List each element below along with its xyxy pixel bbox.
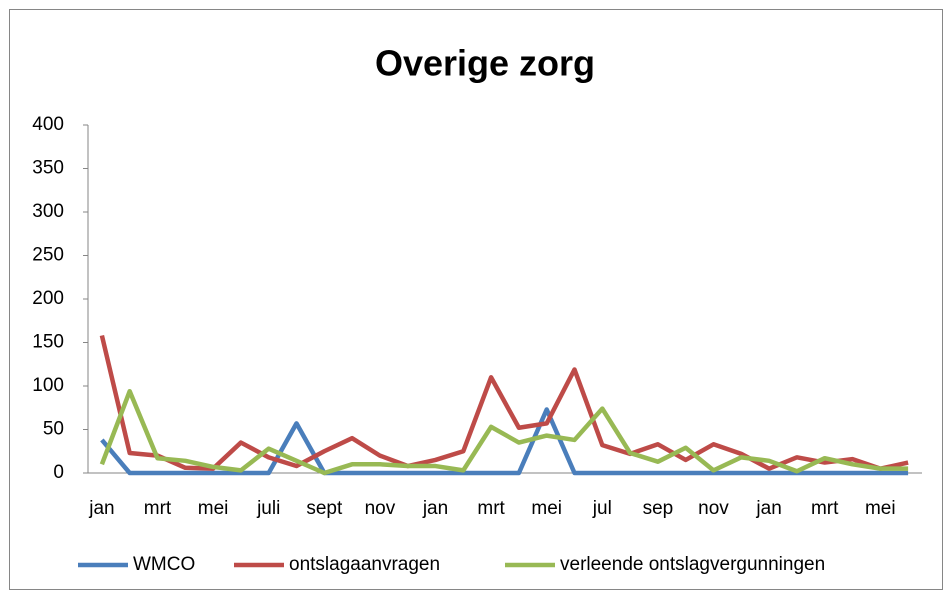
y-tick-label: 50: [43, 419, 64, 440]
series-line: [99, 335, 909, 471]
y-tick-label: 350: [32, 158, 64, 179]
chart-title: Overige zorg: [375, 43, 595, 84]
x-tick-label: mei: [531, 498, 562, 519]
y-tick-label: 100: [32, 375, 64, 396]
x-tick-label: jan: [88, 498, 114, 519]
x-tick-label: sept: [306, 498, 343, 519]
x-tick-label: jan: [755, 498, 781, 519]
x-tick-label: mrt: [811, 498, 839, 519]
y-tick-label: 250: [32, 245, 64, 266]
y-tick-label: 150: [32, 332, 64, 353]
legend-label: verleende ontslagvergunningen: [560, 554, 825, 575]
x-tick-label: jan: [422, 498, 448, 519]
x-tick-label: juli: [256, 498, 280, 519]
x-tick-label: jul: [592, 498, 612, 519]
series-line: [99, 388, 909, 476]
x-tick-label: sep: [643, 498, 674, 519]
x-tick-label: nov: [698, 498, 729, 519]
chart-border: [9, 9, 943, 590]
x-tick-label: nov: [365, 498, 396, 519]
legend-label: ontslagaanvragen: [289, 554, 440, 575]
y-tick-label: 200: [32, 288, 64, 309]
y-tick-label: 400: [32, 114, 64, 135]
y-tick-label: 0: [53, 462, 64, 483]
x-tick-label: mrt: [144, 498, 172, 519]
x-tick-label: mei: [865, 498, 896, 519]
legend-label: WMCO: [133, 554, 195, 575]
x-tick-label: mrt: [477, 498, 505, 519]
x-tick-label: mei: [198, 498, 229, 519]
y-tick-label: 300: [32, 201, 64, 222]
series-line: [100, 407, 909, 476]
